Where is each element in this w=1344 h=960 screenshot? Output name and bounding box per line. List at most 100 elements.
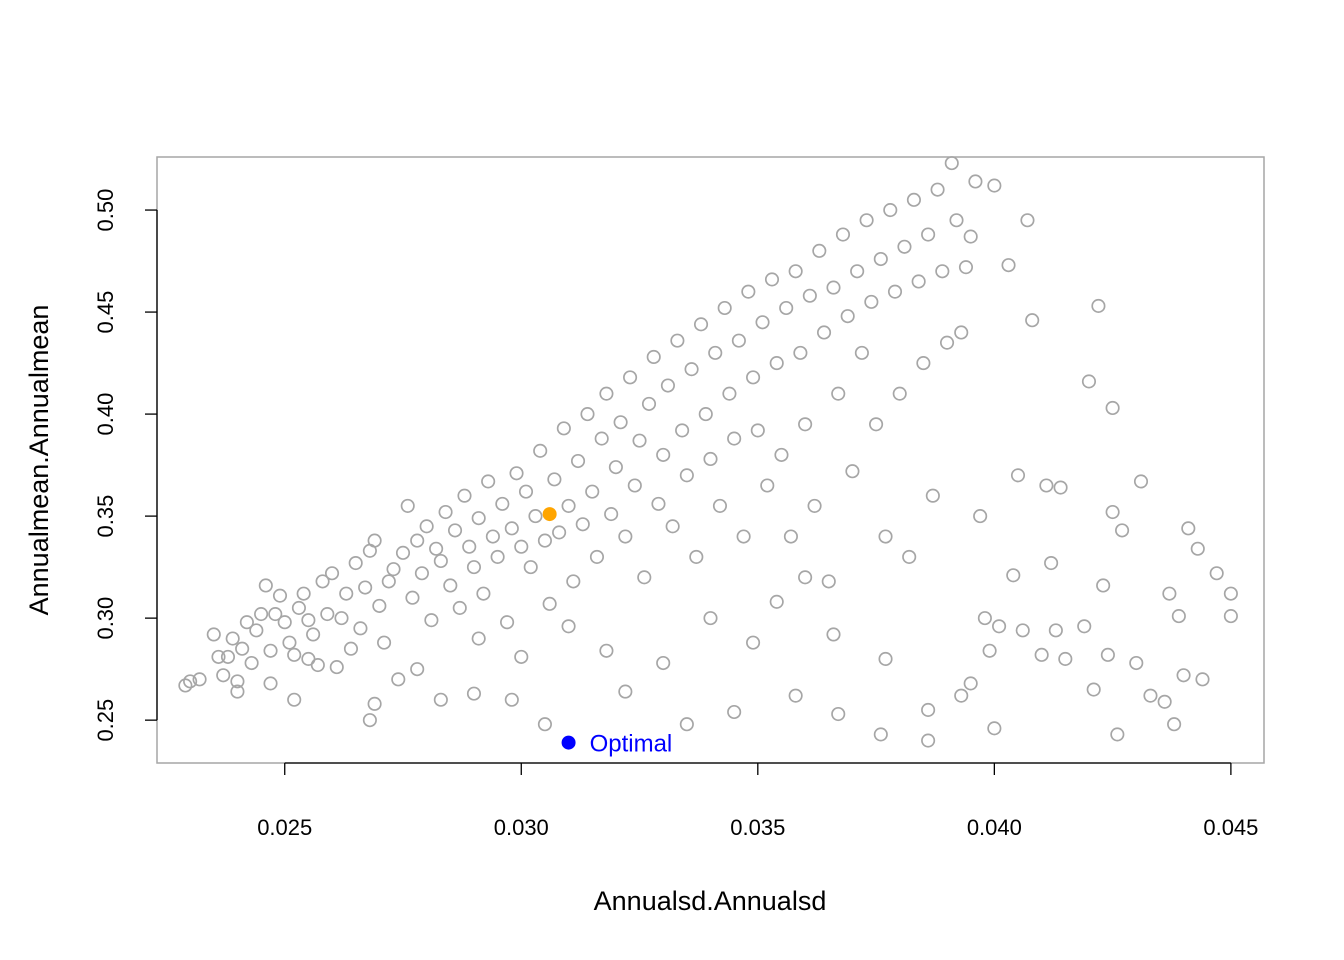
scatter-point [1100,647,1115,662]
scatter-point [1044,555,1059,571]
scatter-point [339,586,354,601]
scatter-point [377,635,392,650]
scatter-point [575,517,590,532]
scatter-point [656,447,671,462]
scatter-point [178,678,193,693]
scatter-point [982,643,997,658]
scatter-point [429,541,444,556]
highlight-point [542,507,557,522]
scatter-point [523,560,538,575]
scatter-point [930,182,945,197]
scatter-point [1034,647,1049,662]
scatter-point [854,345,869,360]
scatter-point [878,651,893,666]
scatter-point [641,396,657,411]
scatter-point [244,655,259,671]
scatter-point [320,607,335,622]
scatter-point [386,562,401,577]
scatter-point [660,378,675,393]
scatter-point [708,345,723,360]
scatter-point [992,619,1007,634]
scatter-point [684,362,699,377]
scatter-point [1001,258,1016,273]
scatter-point [873,251,888,267]
y-axis: 0.25 0.30 0.35 0.40 0.45 0.50 [93,189,158,742]
scatter-point [589,549,605,564]
scatter-point [859,213,874,228]
scatter-point [206,627,221,642]
scatter-point [840,309,855,324]
scatter-point [689,549,704,564]
scatter-point [731,333,746,348]
scatter-point [1181,521,1196,536]
scatter-point [826,627,841,642]
scatter-point [362,713,377,728]
scatter-point [504,521,519,536]
x-tick-label: 0.040 [967,815,1022,840]
scatter-point [987,178,1002,193]
scatter-point [892,386,907,401]
scatter-point [570,453,586,469]
scatter-point [902,549,917,564]
scatter-point [618,684,633,699]
scatter-point [835,227,851,242]
scatter-point [1129,655,1144,671]
scatter-point [395,545,411,560]
scatter-point [372,598,387,613]
scatter-point [921,733,936,748]
scatter-point [627,478,642,493]
scatter-point [618,529,633,544]
scatter-point [949,213,964,228]
scatter-point [438,504,453,520]
scatter-point [845,464,860,479]
scatter-point [679,717,694,732]
scatter-point [755,315,770,330]
scatter-point [495,496,510,511]
scatter-point [736,529,751,544]
scatter-point [1015,623,1030,638]
x-tick-label: 0.030 [494,815,549,840]
scatter-point [831,706,846,722]
scatter-point [878,529,893,544]
scatter-point [381,574,396,589]
scatter-point [675,423,690,438]
scatter-point [760,478,775,493]
scatter-point [1086,682,1101,697]
scatter-point [727,431,742,446]
scatter-point [1077,619,1092,634]
scatter-point [585,484,600,499]
scatter-point [400,498,415,513]
scatter-point [457,488,472,503]
scatter-point [883,203,898,218]
scatter-point [873,727,888,742]
scatter-point [424,613,439,628]
scatter-point [263,643,278,658]
scatter-point [518,484,534,499]
y-tick-label: 0.30 [93,597,118,640]
scatter-point [698,407,713,422]
scatter-point [869,417,884,432]
scatter-point [788,264,803,279]
scatter-point [921,227,936,242]
scatter-point [679,468,694,483]
scatter-point [481,474,496,489]
scatter-point [921,702,936,717]
scatter-point [1162,586,1177,601]
scatter-point [821,574,836,589]
scatter-point [1195,672,1210,687]
scatter-point [594,431,609,446]
scatter-point [466,560,482,575]
scatter-point [703,611,718,626]
scatter-point [812,243,827,258]
scatter-point [533,443,548,458]
scatter-point [769,356,784,371]
scatter-point [315,574,330,589]
scatter-point [258,578,273,593]
scatter-point [712,498,728,513]
scatter-point [793,345,808,360]
scatter-point [537,533,552,548]
scatter-point [1053,480,1068,495]
scatter-point [561,498,576,513]
scatter-point [1006,568,1021,583]
